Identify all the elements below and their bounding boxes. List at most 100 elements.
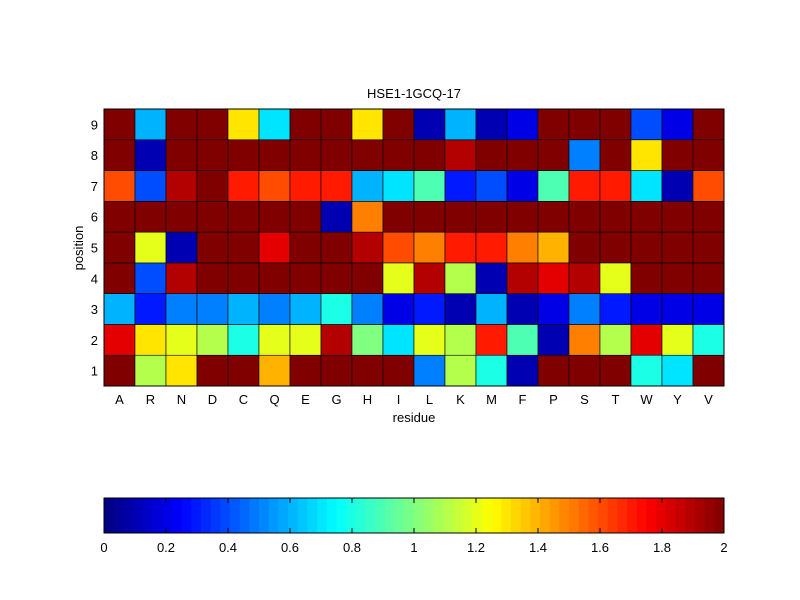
heatmap-cell-T-5: [599, 231, 632, 264]
heatmap-cell-I-2: [382, 324, 415, 356]
heatmap-cell-H-3: [351, 293, 384, 325]
colorbar-segment: [133, 498, 144, 533]
heatmap-cell-D-4: [196, 262, 229, 294]
heatmap-cell-I-6: [382, 201, 415, 233]
x-tick-label: N: [177, 392, 186, 407]
colorbar-segment: [278, 498, 289, 533]
heatmap-cell-S-7: [568, 170, 601, 202]
colorbar-segment: [355, 498, 367, 533]
x-tick-label: L: [426, 392, 433, 407]
heatmap-cell-S-5: [568, 231, 601, 264]
x-axis-label: residue: [393, 410, 436, 425]
heatmap-cells: [103, 108, 725, 387]
heatmap-cell-Y-7: [661, 170, 694, 202]
colorbar-segment: [598, 498, 609, 533]
x-tick-label: E: [301, 392, 310, 407]
x-tick-label: M: [486, 392, 497, 407]
heatmap-cell-N-5: [165, 231, 198, 264]
heatmap-cell-G-6: [320, 201, 353, 233]
heatmap-cell-L-5: [413, 231, 446, 264]
heatmap-cell-K-9: [444, 108, 477, 141]
heatmap-cell-K-5: [444, 231, 477, 264]
heatmap-cell-C-3: [227, 293, 260, 325]
heatmap-cell-G-7: [320, 170, 353, 202]
colorbar-segment: [152, 498, 163, 533]
colorbar-tick-label: 2: [720, 540, 727, 555]
colorbar-segment: [607, 498, 618, 533]
colorbar-tick-label: 0.8: [343, 540, 361, 555]
colorbar-segment: [491, 498, 502, 533]
heatmap-cell-A-7: [103, 170, 136, 202]
colorbar-segment: [549, 498, 560, 533]
heatmap-cell-D-9: [196, 108, 229, 141]
heatmap-cell-Y-4: [661, 262, 694, 294]
heatmap-cell-I-1: [382, 354, 415, 387]
colorbar-segment: [569, 498, 580, 533]
x-tick-label: K: [456, 392, 465, 407]
heatmap-cell-N-8: [165, 139, 198, 171]
heatmap-cell-C-4: [227, 262, 260, 294]
heatmap-cell-T-4: [599, 262, 632, 294]
colorbar-segment: [578, 498, 589, 533]
heatmap-cell-G-8: [320, 139, 353, 171]
y-tick-label: 5: [91, 241, 98, 256]
colorbar-segment: [559, 498, 570, 533]
colorbar-segment: [588, 498, 599, 533]
colorbar-segment: [297, 498, 308, 533]
heatmap-cell-C-6: [227, 201, 260, 233]
heatmap-cell-D-6: [196, 201, 229, 233]
heatmap-cell-N-7: [165, 170, 198, 202]
heatmap-cell-C-5: [227, 231, 260, 264]
heatmap-cell-P-2: [537, 324, 570, 356]
heatmap-cell-E-2: [289, 324, 322, 356]
heatmap-cell-T-1: [599, 354, 632, 387]
heatmap-cell-L-9: [413, 108, 446, 141]
colorbar-tick-label: 1.8: [653, 540, 671, 555]
colorbar-segment: [510, 498, 522, 533]
heatmap-cell-V-1: [692, 354, 725, 387]
colorbar-segment: [656, 498, 667, 533]
colorbar-tick-labels: 0 0.2 0.4 0.6 0.8 1 1.2 1.4 1.6 1.8 2: [100, 498, 728, 555]
heatmap-cell-F-3: [506, 293, 539, 325]
heatmap-cell-L-2: [413, 324, 446, 356]
heatmap-cell-W-7: [630, 170, 663, 202]
heatmap-cell-Y-6: [661, 201, 694, 233]
colorbar-segment: [694, 498, 706, 533]
heatmap-cell-G-1: [320, 354, 353, 387]
y-tick-label: 1: [91, 364, 98, 379]
colorbar-segment: [191, 498, 202, 533]
y-tick-label: 2: [91, 333, 98, 348]
heatmap-cell-G-3: [320, 293, 353, 325]
y-tick-label: 7: [91, 179, 98, 194]
colorbar-segment: [336, 498, 347, 533]
x-tick-label: V: [704, 392, 713, 407]
colorbar-segment: [539, 498, 551, 533]
heatmap-cell-E-3: [289, 293, 322, 325]
colorbar-segment: [501, 498, 512, 533]
colorbar-tick-label: 0.6: [281, 540, 299, 555]
heatmap-cell-Q-4: [258, 262, 291, 294]
colorbar-segment: [317, 498, 328, 533]
heatmap-cell-S-3: [568, 293, 601, 325]
colorbar-segment: [617, 498, 628, 533]
colorbar-segment: [249, 498, 260, 533]
heatmap-cell-Y-1: [661, 354, 694, 387]
heatmap-cell-Y-8: [661, 139, 694, 171]
x-tick-label: D: [208, 392, 217, 407]
x-tick-label: C: [239, 392, 248, 407]
x-tick-label: P: [549, 392, 558, 407]
heatmap-cell-A-1: [103, 354, 136, 387]
heatmap-cell-E-9: [289, 108, 322, 141]
heatmap-cell-W-3: [630, 293, 663, 325]
heatmap-cell-F-6: [506, 201, 539, 233]
heatmap-cell-S-6: [568, 201, 601, 233]
heatmap-cell-N-4: [165, 262, 198, 294]
heatmap-cell-A-5: [103, 231, 136, 264]
heatmap-cell-L-1: [413, 354, 446, 387]
heatmap-cell-F-9: [506, 108, 539, 141]
heatmap-cell-G-4: [320, 262, 353, 294]
heatmap-cell-Q-7: [258, 170, 291, 202]
heatmap-cell-P-1: [537, 354, 570, 387]
heatmap-cell-D-3: [196, 293, 229, 325]
